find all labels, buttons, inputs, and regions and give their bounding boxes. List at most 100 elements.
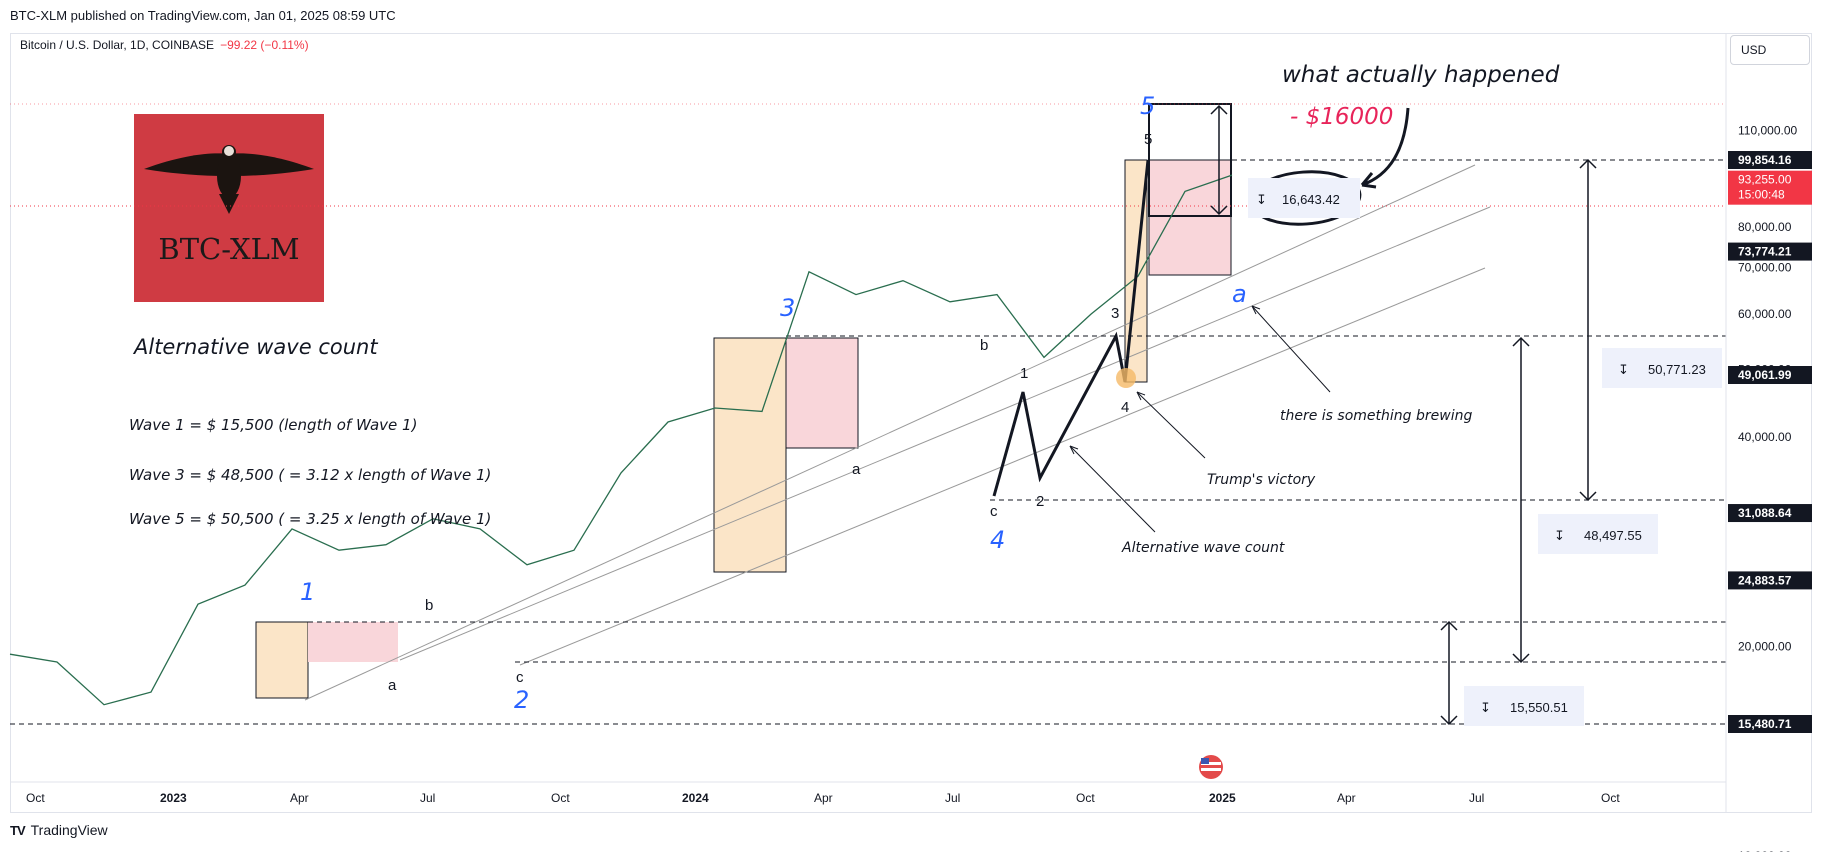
price-level-badge	[1728, 504, 1812, 523]
price-tick: 10,000.00	[1738, 849, 1792, 852]
time-tick: Oct	[1076, 791, 1095, 805]
svg-text:↧: ↧	[1618, 362, 1629, 377]
time-tick: Jul	[420, 791, 435, 805]
alt-count-zigzag	[992, 159, 1150, 497]
price-level-badge	[1728, 366, 1812, 385]
time-tick: 2024	[682, 791, 709, 805]
wave1-zone	[255, 621, 309, 699]
sub-b1: b	[425, 597, 433, 614]
symbol-legend: Bitcoin / U.S. Dollar, 1D, COINBASE −99.2…	[20, 38, 309, 52]
svg-text:50,771.23: 50,771.23	[1648, 362, 1706, 377]
sub-5: 5	[1144, 131, 1152, 148]
price-level-badge	[1728, 242, 1812, 261]
wave5-zone	[1148, 159, 1232, 276]
sub-2: 2	[1036, 493, 1044, 510]
sub-4: 4	[1121, 399, 1129, 416]
wave-2-label: 2	[514, 686, 529, 714]
alt-count-label: Alternative wave count	[1121, 540, 1285, 556]
time-tick: Oct	[1601, 791, 1620, 805]
footer: TV TradingView	[10, 822, 108, 838]
measure-box-4: ↧ 16,643.42	[1248, 178, 1360, 218]
price-tick: 20,000.00	[1738, 640, 1792, 654]
svg-text:15,550.51: 15,550.51	[1510, 700, 1568, 715]
us-flag-icon[interactable]	[1199, 755, 1223, 779]
sub-3: 3	[1111, 305, 1119, 322]
price-tick: 80,000.00	[1738, 220, 1792, 234]
currency-button[interactable]: USD	[1730, 35, 1810, 65]
price-level-label: 73,774.21	[1738, 245, 1792, 259]
countdown-label: 15:00:48	[1738, 188, 1785, 202]
price-tick: 70,000.00	[1738, 260, 1792, 274]
time-tick: 2025	[1209, 791, 1236, 805]
wave1-note: Wave 1 = $ 15,500 (length of Wave 1)	[129, 416, 417, 434]
symbol-name: Bitcoin / U.S. Dollar, 1D, COINBASE	[20, 38, 215, 52]
price-change: −99.22 (−0.11%)	[220, 38, 309, 52]
svg-text:↧: ↧	[1480, 700, 1491, 715]
wave3b-zone	[785, 337, 859, 449]
logo-title: BTC-XLM	[158, 232, 300, 266]
brand-logo: BTC-XLM	[134, 114, 324, 302]
current-price-badge	[1728, 170, 1812, 205]
published-line: BTC-XLM published on TradingView.com, Ja…	[10, 8, 396, 23]
measure-box-1: ↧ 15,550.51	[1464, 686, 1584, 726]
current-price-label: 93,255.00	[1738, 173, 1792, 187]
wave4-marker	[1116, 368, 1136, 388]
time-axis[interactable]: Oct 2023 Apr Jul Oct 2024 Apr Jul Oct 2025 Apr Jul O…	[26, 791, 1620, 805]
wave-a-label: a	[1232, 280, 1247, 308]
price-tick: 110,000.00	[1738, 124, 1797, 138]
price-level-badge	[1728, 715, 1812, 733]
time-tick: Jul	[1469, 791, 1484, 805]
sub-c2: c	[990, 503, 998, 520]
wave3-note: Wave 3 = $ 48,500 ( = 3.12 x length of W…	[129, 466, 491, 484]
tradingview-logo-icon: TV	[10, 822, 26, 838]
time-tick: Oct	[26, 791, 45, 805]
sub-a1: a	[388, 677, 397, 694]
price-tick: 60,000.00	[1738, 307, 1792, 321]
price-level-label: 15,480.71	[1738, 717, 1792, 731]
sub-c1: c	[516, 669, 524, 686]
footer-brand: TradingView	[30, 822, 108, 838]
hand-arrow	[1360, 107, 1410, 189]
measure-box-3: ↧ 50,771.23	[1602, 348, 1722, 388]
chart-frame	[10, 33, 1812, 813]
measure-box-2: ↧ 48,497.55	[1538, 514, 1658, 554]
trump-pointer	[1136, 391, 1206, 459]
time-tick: Oct	[551, 791, 570, 805]
price-level-label: 99,854.16	[1738, 153, 1792, 167]
channel-line-2	[399, 206, 1491, 661]
svg-text:16,643.42: 16,643.42	[1282, 192, 1340, 207]
brewing-note: there is something brewing	[1280, 408, 1472, 424]
time-tick: Apr	[814, 791, 833, 805]
wave-3-label: 3	[780, 294, 795, 322]
wave-4-label: 4	[990, 526, 1005, 554]
alt-pointer	[1069, 445, 1156, 533]
time-tick: Jul	[945, 791, 960, 805]
time-tick: Apr	[290, 791, 309, 805]
wave-1-label: 1	[300, 578, 315, 606]
time-tick: Apr	[1337, 791, 1356, 805]
price-tick: 40,000.00	[1738, 430, 1792, 444]
eagle-icon	[144, 145, 314, 214]
time-tick: 2023	[160, 791, 187, 805]
channel-line-1	[304, 164, 1476, 701]
svg-text:48,497.55: 48,497.55	[1584, 528, 1642, 543]
sub-b2: b	[980, 337, 988, 354]
sub-1: 1	[1020, 365, 1028, 382]
price-level-badge	[1728, 571, 1812, 590]
what-happened-note: what actually happened	[1282, 62, 1560, 88]
wave5-note: Wave 5 = $ 50,500 ( = 3.25 x length of W…	[129, 510, 491, 528]
price-level-badge	[1728, 151, 1812, 169]
wave2-zone	[308, 622, 398, 662]
svg-text:↧: ↧	[1256, 192, 1267, 207]
price-level-label: 31,088.64	[1738, 506, 1792, 520]
price-level-label: 49,061.99	[1738, 368, 1792, 382]
trump-note: Trump's victory	[1207, 472, 1316, 488]
price-series	[9, 174, 1233, 706]
wave-5-label: 5	[1140, 92, 1155, 120]
svg-text:↧: ↧	[1554, 528, 1565, 543]
price-axis[interactable]: 110,000.0090,000.0080,000.0070,000.0060,…	[1728, 124, 1812, 852]
sub-a2: a	[852, 461, 861, 478]
brewing-pointer	[1251, 305, 1331, 393]
alt-count-title: Alternative wave count	[132, 335, 378, 359]
